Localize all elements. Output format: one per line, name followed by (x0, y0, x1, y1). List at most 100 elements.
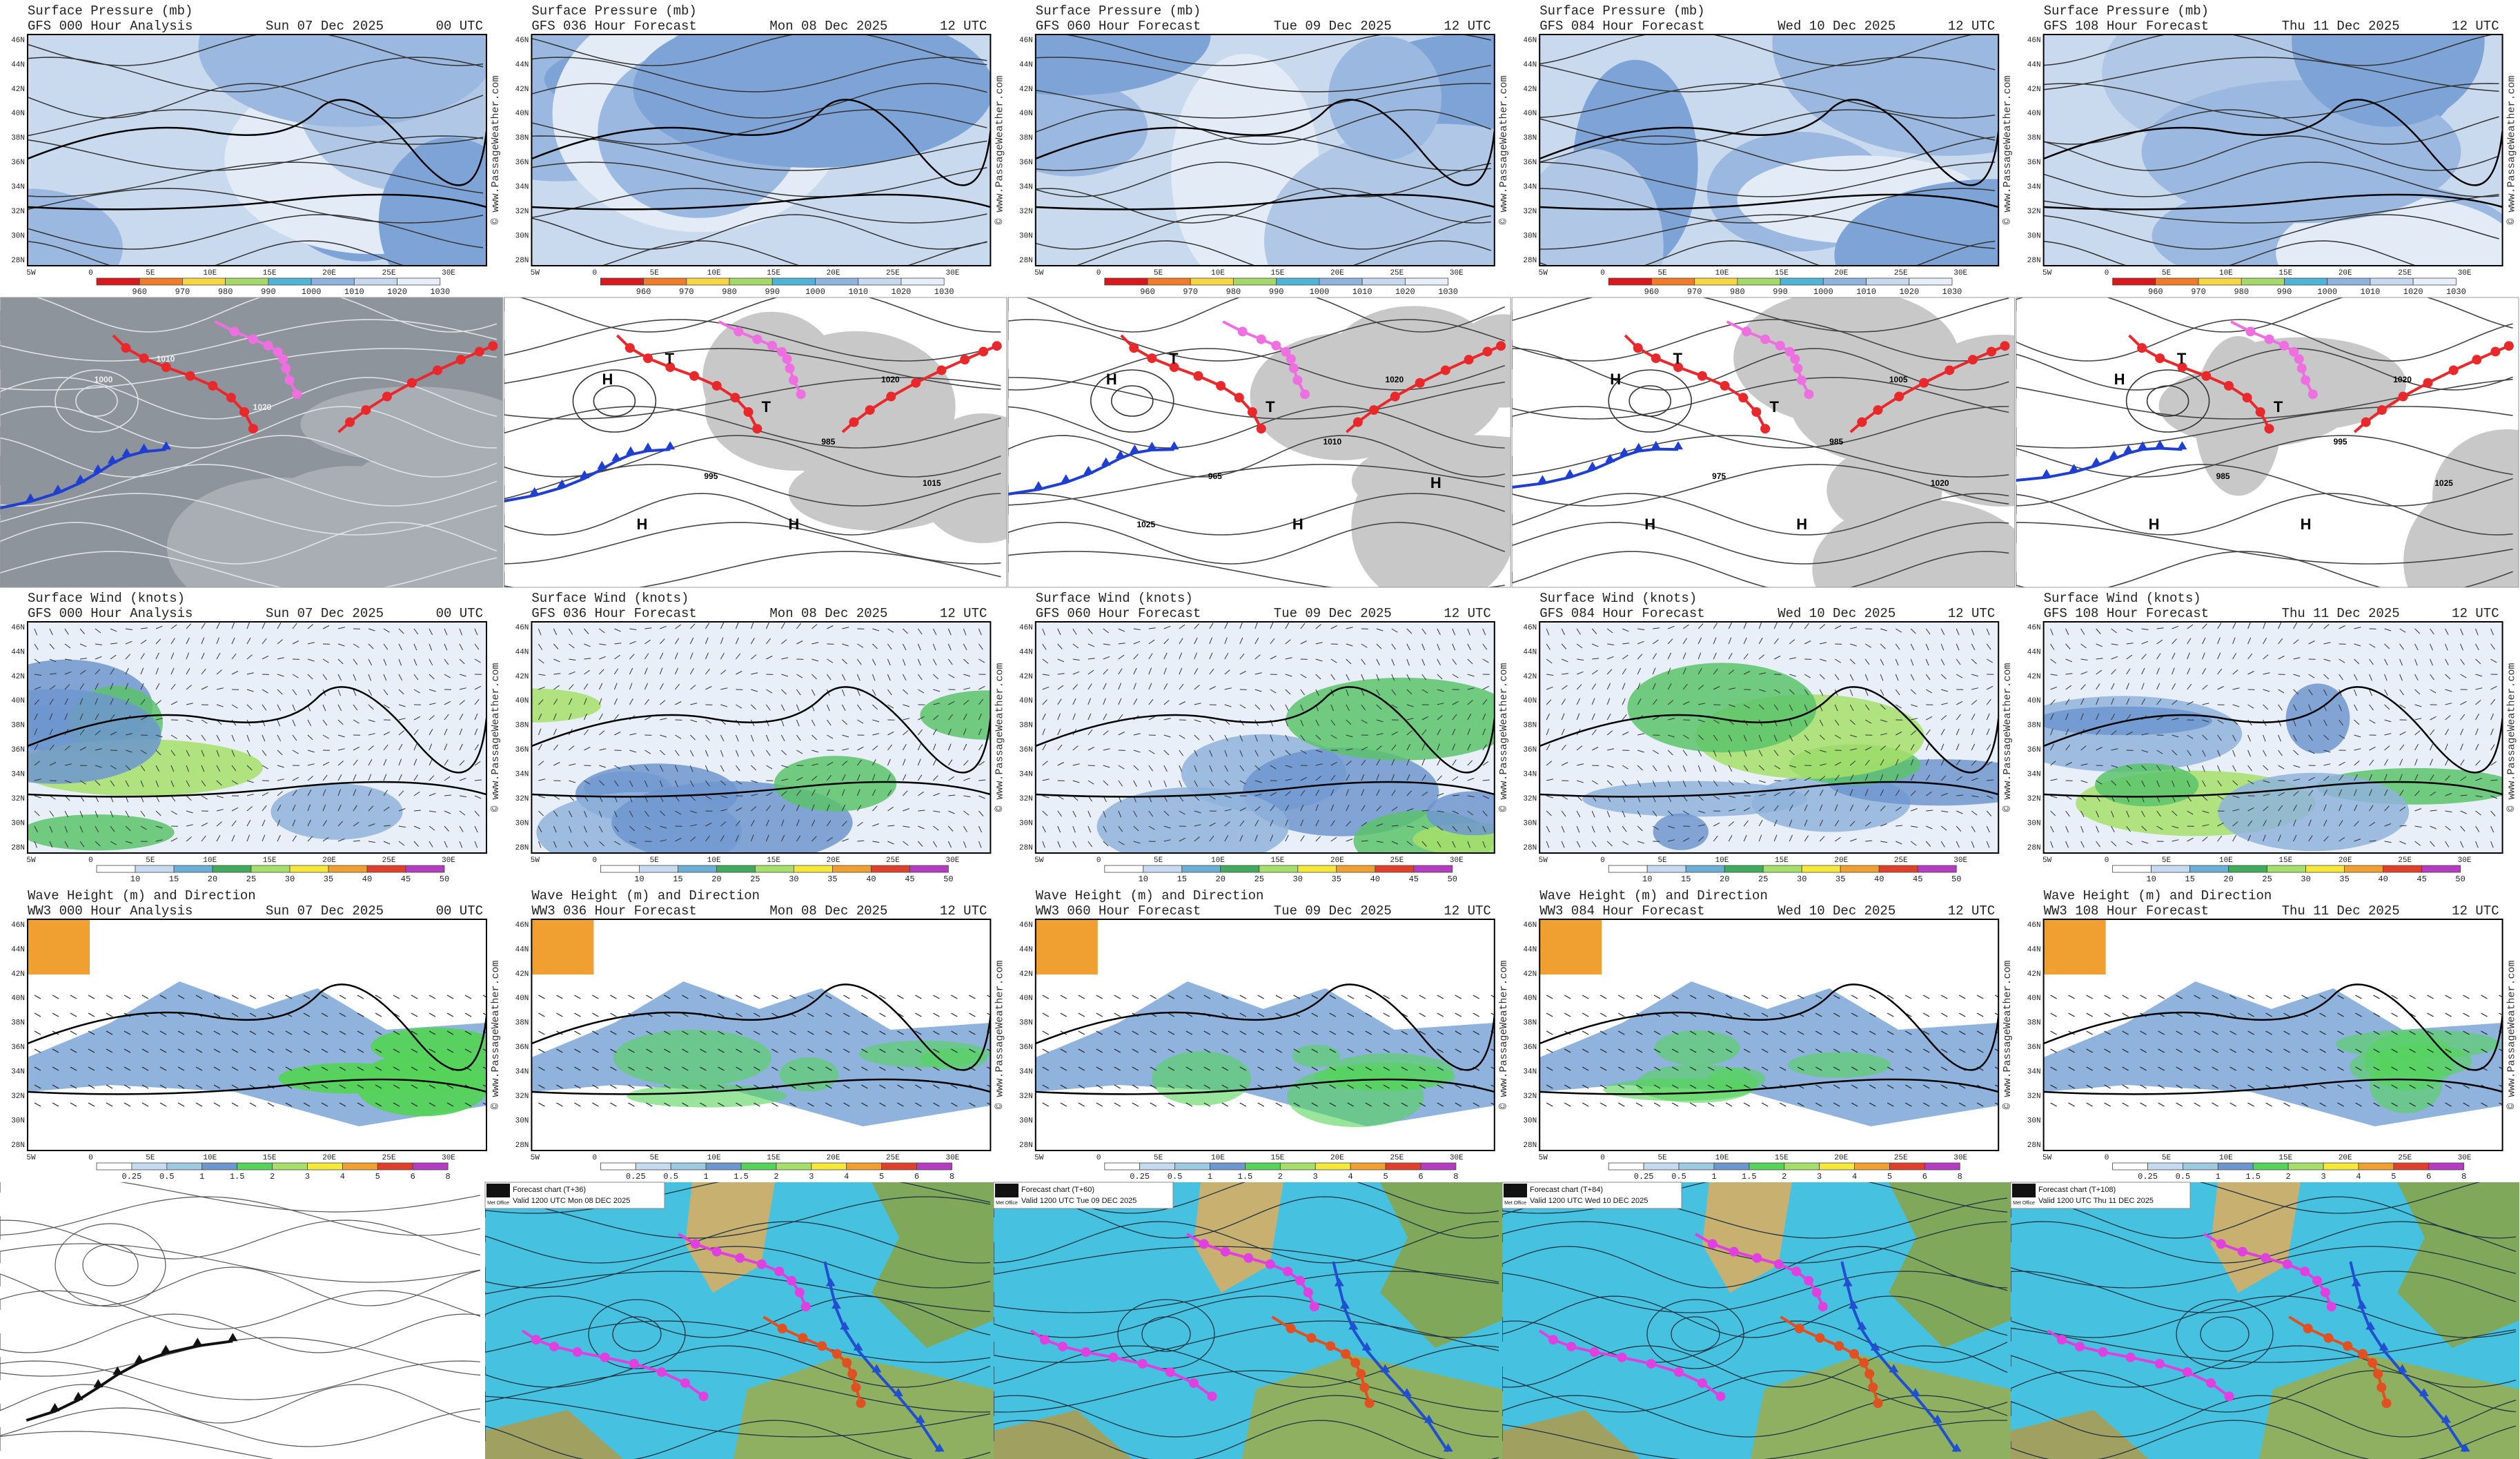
wave-arrow (464, 1030, 472, 1035)
wind-barb (614, 628, 621, 632)
wind-barb (1254, 689, 1262, 692)
wind-barb (2490, 761, 2497, 766)
wave-arrow (933, 1084, 940, 1089)
isobar (2043, 83, 2499, 119)
colorbar-label: 3 (1817, 1172, 1822, 1182)
wind-barb (705, 652, 709, 660)
wave-arrow (843, 1030, 850, 1035)
wind-barb (2430, 841, 2435, 847)
wind-barb (34, 686, 41, 690)
wind-barb (2217, 668, 2223, 675)
lon-label: 20E (827, 1154, 840, 1162)
watermark: © www.PassageWeather.com (490, 960, 502, 1109)
wave-arrow (969, 1048, 976, 1053)
wind-barb (1910, 689, 1916, 695)
wind-barb (2141, 765, 2147, 771)
isobar (2011, 1246, 2517, 1289)
wind-barb (1148, 750, 1155, 754)
wave-arrow (700, 995, 707, 999)
wave-arrow (141, 1030, 149, 1035)
wind-barb (2430, 743, 2434, 751)
wave-arrow (1564, 1012, 1571, 1017)
wind-barb (569, 745, 575, 751)
wind-barb (1729, 704, 1735, 707)
wave-arrow (861, 1084, 868, 1089)
wind-barb (322, 820, 327, 827)
wind-barb (307, 719, 312, 727)
chart-title: Forecast chart (T+60) (1021, 1186, 1094, 1194)
sea-area (1539, 919, 1602, 975)
lat-label: 34N (1523, 771, 1537, 779)
wind-barb (246, 704, 253, 710)
lat-label: 30N (515, 1117, 529, 1125)
wind-barb (1254, 704, 1261, 710)
front-symbol (1537, 475, 1548, 484)
wave-arrow (1437, 1102, 1444, 1107)
front-symbol (756, 1259, 767, 1269)
wind-barb (140, 667, 144, 675)
wind-barb (842, 761, 848, 766)
wind-barb (459, 728, 463, 736)
isobar (1007, 551, 1505, 587)
wind-barb (1315, 776, 1321, 781)
wind-barb (1880, 774, 1884, 781)
wind-zone (1627, 663, 1817, 753)
wave-arrow (1419, 995, 1426, 999)
wind-barb (1940, 825, 1947, 831)
wave-arrow (771, 1066, 778, 1071)
wave-arrow (1707, 1066, 1715, 1071)
wave-arrow (1869, 1102, 1876, 1107)
wind-barb (2445, 689, 2452, 692)
wind-barb (1467, 778, 1475, 781)
wind-barb (125, 667, 129, 675)
wind-barb (79, 669, 86, 675)
wind-barb (1546, 628, 1550, 636)
front-symbol (1605, 453, 1615, 462)
wind-barb (1637, 683, 1641, 690)
colorbar-swatch (1404, 277, 1448, 286)
wave-arrow (2409, 1084, 2416, 1089)
wind-barb (1346, 643, 1353, 647)
wind-barb (1103, 643, 1110, 645)
isobar (1512, 464, 2009, 507)
colorbar-label: 6 (1418, 1172, 1423, 1182)
lat-label: 44N (1019, 61, 1033, 69)
wind-barb (750, 834, 754, 842)
wind-barb (2080, 713, 2084, 721)
colorbar-label: 25 (246, 874, 256, 884)
wind-barb (918, 689, 925, 694)
wind-barb (569, 643, 575, 649)
wave-arrow (718, 1084, 725, 1089)
wind-barb (125, 810, 130, 818)
colorbar-swatch (1924, 1162, 1960, 1171)
wind-barb (64, 643, 71, 649)
wind-barb (2156, 780, 2160, 787)
front-symbol (840, 1321, 850, 1330)
front-symbol (2137, 343, 2147, 353)
wind-barb (2384, 674, 2388, 681)
isobar (2043, 57, 2499, 92)
wind-barb (1773, 805, 1779, 812)
front-symbol (2261, 1253, 2271, 1263)
wind-barb (1728, 669, 1735, 675)
colorbar-swatch (1840, 865, 1880, 873)
colorbar-swatch (2112, 277, 2156, 286)
wind-barb (538, 674, 546, 676)
wind-barb (2050, 825, 2054, 833)
colorbar-swatch (2241, 277, 2285, 286)
wind-barb (1315, 750, 1323, 753)
wind-barb (1300, 835, 1305, 842)
wind-barb (155, 780, 159, 787)
lat-label: 38N (11, 135, 25, 143)
wave-arrow (1275, 995, 1283, 999)
wind-barb (2096, 825, 2099, 833)
wave-arrow (1329, 995, 1337, 999)
colorbar-swatch (1678, 1162, 1715, 1171)
wave-arrow (159, 1012, 167, 1017)
wind-barb (2430, 825, 2437, 830)
wind-barb (1057, 658, 1065, 663)
wave-arrow (843, 1084, 850, 1089)
wave-arrow (1671, 1012, 1679, 1017)
wave-arrow (1401, 1066, 1408, 1071)
wave-arrow (2247, 1102, 2254, 1107)
